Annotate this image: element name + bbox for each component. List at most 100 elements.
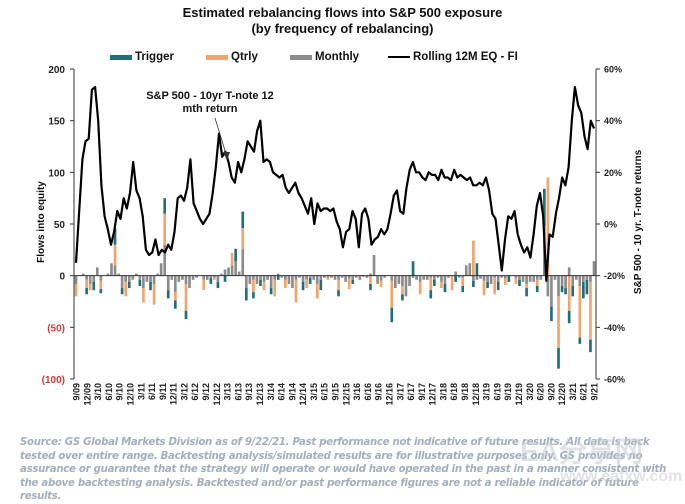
bar-monthly bbox=[202, 275, 206, 280]
bar-monthly bbox=[283, 275, 287, 280]
bar-trigger bbox=[223, 275, 227, 282]
x-tick-label: 6/12 bbox=[190, 383, 200, 401]
x-tick-label: 6/21 bbox=[579, 383, 589, 401]
legend-label-monthly: Monthly bbox=[315, 51, 360, 63]
bar-qtrly bbox=[262, 281, 266, 291]
bar-monthly bbox=[475, 275, 479, 280]
x-tick-label: 9/17 bbox=[417, 383, 427, 401]
bar-monthly bbox=[425, 275, 429, 280]
bar-qtrly bbox=[567, 275, 571, 311]
bar-trigger bbox=[535, 286, 539, 293]
x-tick-label: 12/10 bbox=[125, 383, 135, 406]
bar-qtrly bbox=[450, 275, 454, 291]
bar-qtrly bbox=[113, 244, 117, 266]
bar-monthly bbox=[503, 275, 507, 279]
x-tick-label: 3/19 bbox=[482, 383, 492, 401]
legend-swatch-rolling bbox=[388, 56, 410, 58]
x-tick-label: 3/16 bbox=[352, 383, 362, 401]
bar-monthly bbox=[117, 273, 120, 276]
bar-trigger bbox=[276, 275, 280, 280]
bar-monthly bbox=[351, 275, 355, 280]
bar-monthly bbox=[589, 275, 592, 282]
y2-tick-label: -40% bbox=[604, 323, 625, 333]
bar-monthly bbox=[209, 275, 213, 278]
bar-monthly bbox=[383, 275, 387, 278]
bar-trigger bbox=[92, 281, 96, 291]
bar-trigger bbox=[337, 290, 340, 297]
bar-trigger bbox=[472, 280, 475, 288]
bar-monthly bbox=[110, 263, 113, 276]
bar-monthly bbox=[585, 275, 589, 280]
bar-trigger bbox=[557, 348, 560, 369]
x-tick-label: 3/13 bbox=[223, 383, 233, 401]
bar-monthly bbox=[354, 275, 358, 278]
bar-monthly bbox=[156, 273, 159, 276]
bar-monthly bbox=[333, 275, 337, 280]
bar-monthly bbox=[418, 275, 422, 282]
chart-svg: 200 150 100 50 0 (50) (100) 60% 40% 20% 0% -20% -40%… bbox=[36, 65, 644, 406]
chart-title: Estimated rebalancing flows into S&P 500… bbox=[0, 5, 685, 37]
bar-trigger bbox=[507, 275, 511, 282]
x-tick-label: 3/17 bbox=[395, 383, 405, 401]
bar-monthly bbox=[74, 275, 78, 284]
x-tick-label: 9/21 bbox=[590, 383, 600, 401]
bar-trigger bbox=[319, 279, 323, 291]
bar-monthly bbox=[539, 275, 543, 280]
bar-qtrly bbox=[347, 278, 351, 290]
bar-qtrly bbox=[379, 280, 383, 288]
bar-qtrly bbox=[401, 286, 404, 295]
x-tick-label: 9/09 bbox=[72, 383, 82, 401]
bar-monthly bbox=[379, 275, 383, 281]
bar-trigger bbox=[127, 281, 131, 289]
x-tick-label: 6/10 bbox=[104, 383, 114, 401]
bar-trigger bbox=[308, 277, 312, 284]
bar-trigger bbox=[166, 290, 170, 299]
bar-monthly bbox=[315, 275, 319, 284]
bar-monthly bbox=[347, 275, 351, 279]
x-tick-label: 3/14 bbox=[266, 383, 276, 401]
bar-monthly bbox=[546, 275, 550, 297]
legend-swatch-monthly bbox=[290, 54, 312, 60]
y2-tick-label: 40% bbox=[604, 116, 622, 126]
bar-qtrly bbox=[429, 277, 433, 291]
bar-monthly bbox=[567, 267, 571, 276]
bar-monthly bbox=[436, 275, 440, 278]
x-tick-label: 12/13 bbox=[255, 383, 265, 406]
x-tick-label: 3/12 bbox=[179, 383, 189, 401]
bar-qtrly bbox=[99, 280, 103, 290]
title-main: Estimated rebalancing flows into S&P 500… bbox=[182, 5, 503, 20]
x-tick-label: 12/09 bbox=[82, 383, 92, 406]
bar-trigger bbox=[518, 279, 521, 286]
bar-qtrly bbox=[213, 277, 216, 280]
bar-monthly bbox=[149, 275, 152, 282]
x-tick-label: 9/12 bbox=[201, 383, 211, 401]
series-line-rolling-12m bbox=[74, 85, 596, 282]
bar-monthly bbox=[489, 275, 493, 284]
bar-monthly bbox=[574, 275, 578, 280]
bar-monthly bbox=[461, 275, 465, 278]
bar-monthly bbox=[457, 275, 461, 278]
bar-monthly bbox=[181, 275, 184, 280]
legend: Trigger Qtrly Monthly Rolling 12M EQ - F… bbox=[0, 51, 685, 67]
bar-monthly bbox=[404, 275, 408, 297]
bar-monthly bbox=[429, 275, 433, 278]
x-tick-label: 9/10 bbox=[115, 383, 125, 401]
axes-layer: 200 150 100 50 0 (50) (100) 60% 40% 20% 0% -20% -40%… bbox=[42, 65, 625, 406]
bar-monthly bbox=[319, 275, 323, 280]
bar-monthly bbox=[535, 275, 539, 280]
bar-monthly bbox=[152, 275, 156, 284]
bar-trigger bbox=[99, 289, 103, 294]
bar-qtrly bbox=[85, 279, 88, 289]
watermark-text: EA分享网 bbox=[520, 436, 643, 467]
y-tick-label: 100 bbox=[48, 168, 65, 179]
x-tick-label: 3/10 bbox=[93, 383, 103, 401]
bar-monthly bbox=[571, 275, 575, 286]
bar-monthly bbox=[88, 275, 92, 284]
x-tick-label: 3/15 bbox=[309, 383, 319, 401]
bar-monthly bbox=[227, 267, 230, 276]
y2-tick-label: -20% bbox=[604, 271, 625, 281]
bar-monthly bbox=[525, 275, 528, 284]
bar-qtrly bbox=[283, 279, 287, 289]
x-tick-label: 6/13 bbox=[233, 383, 243, 401]
bar-trigger bbox=[234, 248, 237, 262]
